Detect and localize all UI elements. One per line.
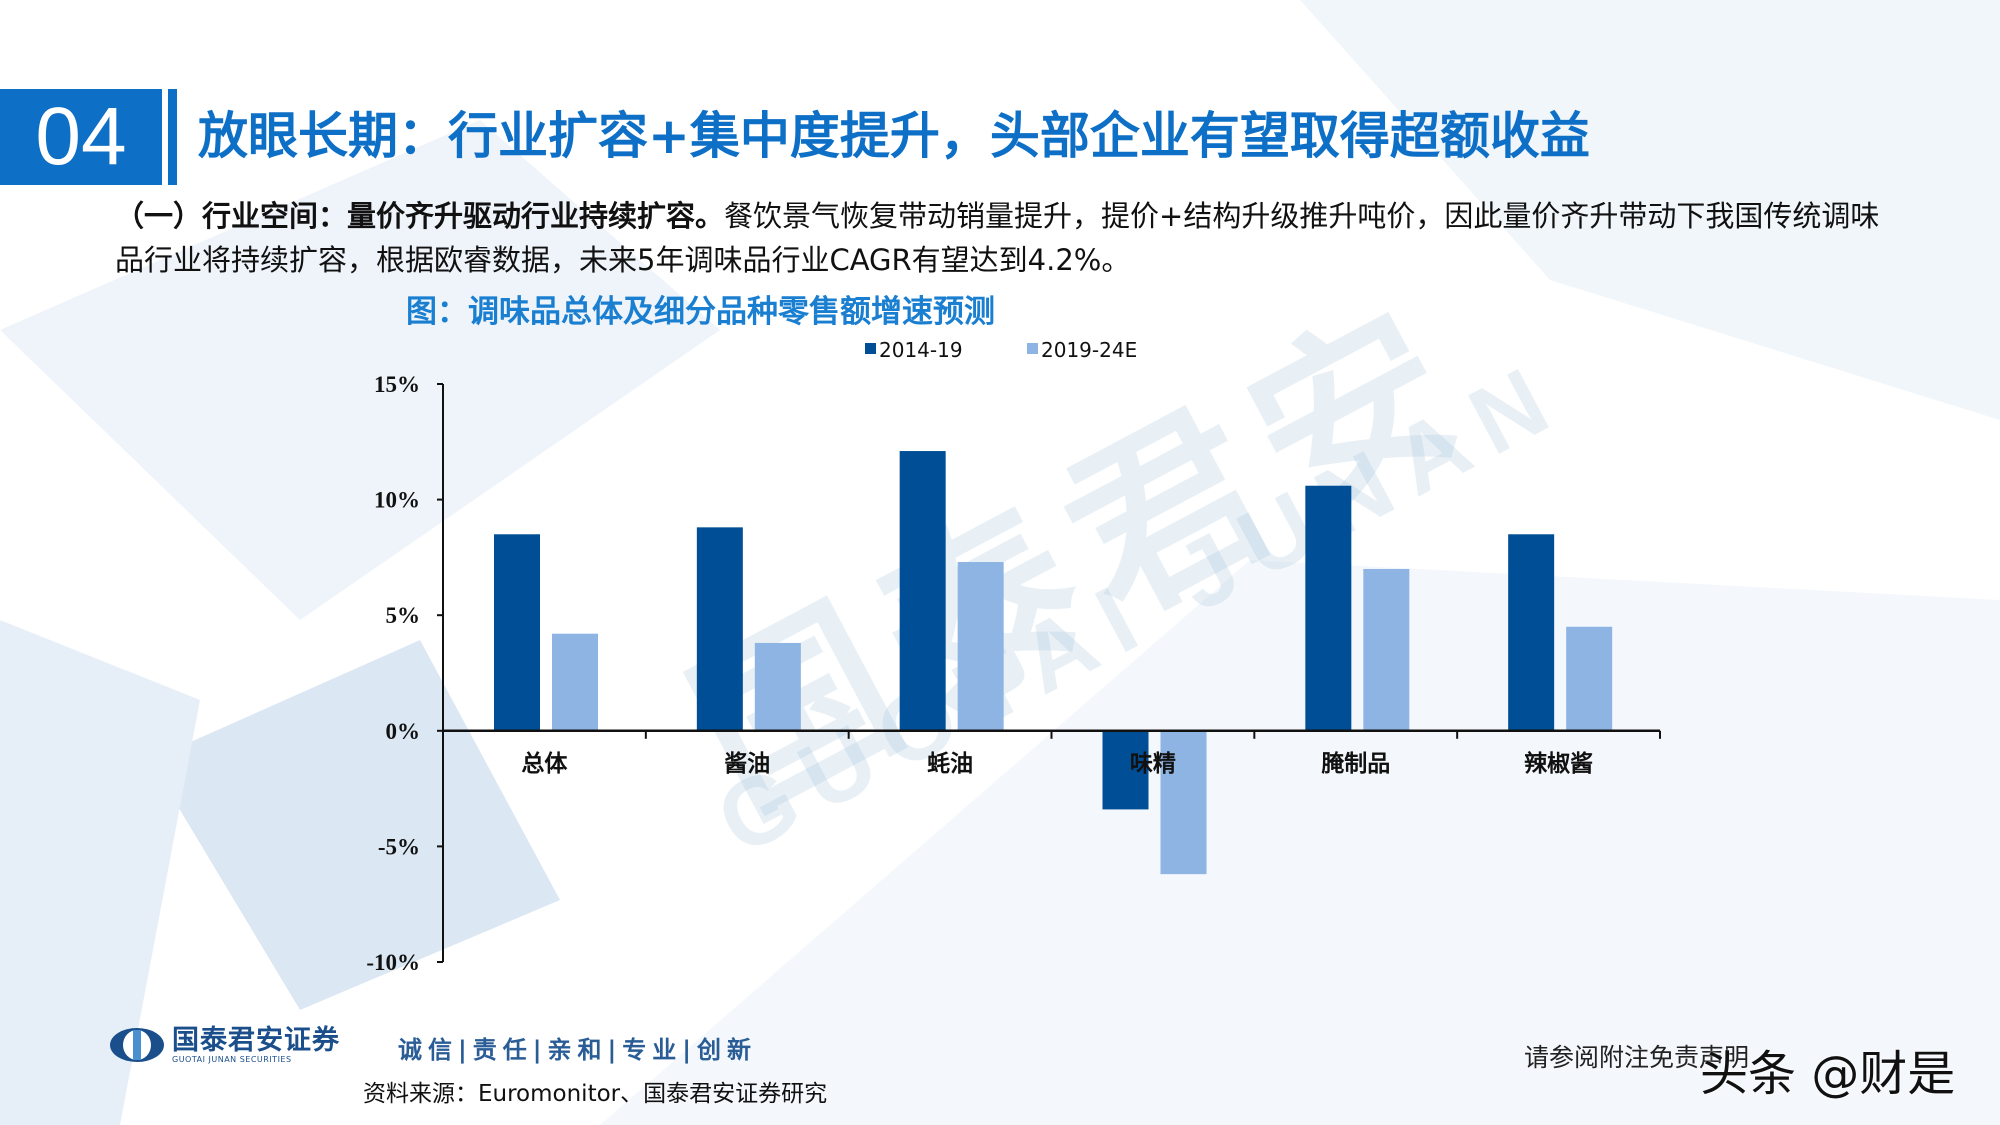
x-category-label: 辣椒酱 [1524, 750, 1593, 777]
page-title: 放眼长期：行业扩容+集中度提升，头部企业有望取得超额收益 [198, 107, 1590, 165]
bar-腌制品-2014-19 [1305, 485, 1352, 731]
bar-辣椒酱-2019-24E [1566, 626, 1613, 731]
data-source: 资料来源：Euromonitor、国泰君安证券研究 [363, 1081, 828, 1107]
x-category-label: 酱油 [724, 750, 770, 777]
legend-swatch-2019-24E [1027, 343, 1038, 354]
intro-paragraph: （一）行业空间：量价齐升驱动行业持续扩容。餐饮景气恢复带动销量提升，提价+结构升… [115, 194, 1905, 282]
section-number: 04 [0, 89, 162, 185]
toutiao-watermark: 头条 @财是 [1700, 1046, 1956, 1102]
y-tick-label: 15% [374, 372, 420, 397]
bar-辣椒酱-2014-19 [1508, 534, 1555, 731]
y-tick-label: -5% [378, 834, 420, 859]
y-tick-label: 10% [374, 488, 420, 513]
legend-swatch-2014-19 [865, 343, 876, 354]
figure-caption: 图：调味品总体及细分品种零售额增速预测 [406, 294, 995, 330]
bar-蚝油-2019-24E [957, 562, 1004, 731]
legend-label: 2019-24E [1041, 338, 1137, 362]
company-logo: 国泰君安证券 GUOTAI JUNAN SECURITIES [108, 1025, 340, 1065]
logo-text: 国泰君安证券 [172, 1024, 340, 1056]
disclaimer-note: 请参阅附注免责声明 [1524, 1043, 1750, 1072]
bar-酱油-2019-24E [754, 642, 801, 731]
x-category-label: 蚝油 [927, 751, 973, 777]
bar-酱油-2014-19 [696, 527, 743, 731]
section-divider [168, 89, 177, 185]
x-category-label: 总体 [521, 750, 568, 777]
bar-味精-2014-19 [1102, 730, 1149, 810]
paragraph-body: 餐饮景气恢复带动销量提升，提价+结构升级推升吨价，因此量价齐升带动下我国传统调味… [115, 199, 1880, 277]
logo-icon [110, 1028, 164, 1062]
bar-总体-2014-19 [494, 534, 540, 731]
legend-label: 2014-19 [879, 338, 963, 362]
y-tick-label: -10% [366, 950, 420, 975]
x-category-label: 味精 [1130, 751, 1176, 777]
y-tick-label: 0% [386, 719, 421, 744]
paragraph-lead: （一）行业空间：量价齐升驱动行业持续扩容。 [115, 199, 725, 233]
logo-text-en: GUOTAI JUNAN SECURITIES [172, 1054, 292, 1064]
bar-总体-2019-24E [552, 633, 598, 731]
x-category-label: 腌制品 [1321, 750, 1390, 777]
bar-味精-2019-24E [1160, 730, 1207, 875]
y-tick-label: 5% [386, 603, 421, 628]
bar-蚝油-2014-19 [899, 451, 946, 731]
bar-腌制品-2019-24E [1363, 568, 1410, 731]
company-motto: 诚信|责任|亲和|专业|创新 [398, 1036, 758, 1064]
